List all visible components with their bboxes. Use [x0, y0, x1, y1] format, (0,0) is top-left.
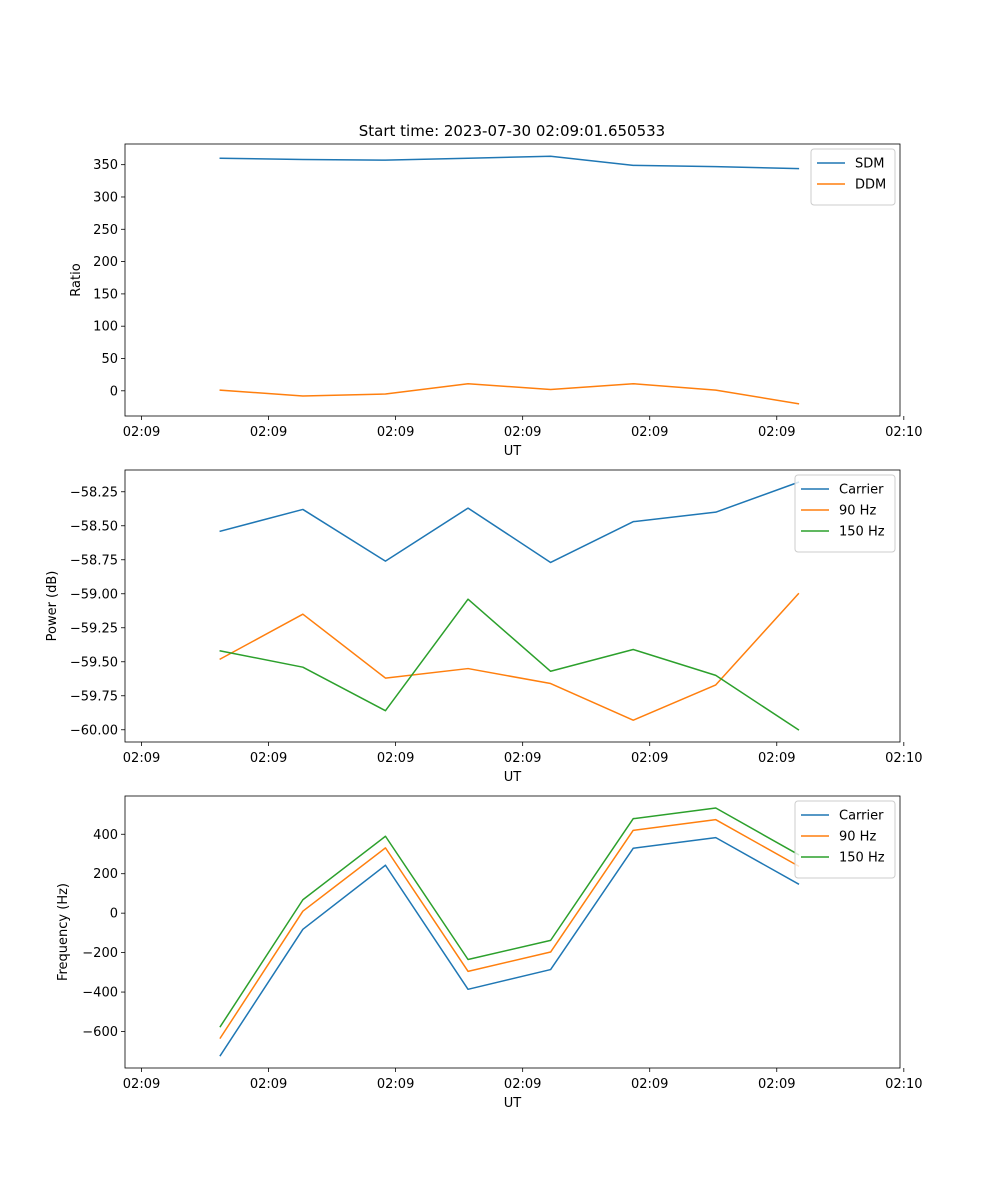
x-tick-label-2-6: 02:09 [758, 751, 795, 766]
x-tick-label-3-6: 02:09 [758, 1077, 795, 1092]
chart-panel-1: 02:09 02:09 02:09 02:09 02:09 02:09 02:10 0 50 10… [69, 143, 923, 459]
x-tick-label-2-1: 02:09 [123, 751, 160, 766]
x-tick-label-3-1: 02:09 [123, 1077, 160, 1092]
series-line-3-1 [219, 836, 800, 1057]
axes-frame-3 [124, 795, 901, 1069]
y-tick-label-2-7: −59.75 [70, 689, 118, 704]
y-tick-label-2-1: −58.25 [70, 485, 118, 500]
y-axis-label-1: Ratio [69, 263, 84, 296]
legend-label-1-2: DDM [855, 178, 886, 193]
chart-panel-2: 02:09 02:09 02:09 02:09 02:09 02:09 02:10 −58.2… [45, 469, 923, 785]
x-tick-label-1-4: 02:09 [504, 425, 541, 440]
y-tick-label-2-2: −58.50 [70, 519, 118, 534]
y-tick-label-2-3: −58.75 [70, 553, 118, 568]
y-tick-label-2-4: −59.00 [70, 587, 118, 602]
y-tick-label-1-1: 0 [110, 384, 118, 399]
x-tick-label-1-7: 02:10 [885, 425, 922, 440]
series-line-1-2 [219, 382, 800, 405]
y-tick-label-1-7: 300 [93, 190, 118, 205]
x-tick-label-1-3: 02:09 [377, 425, 414, 440]
legend-label-2-1: Carrier [839, 483, 884, 498]
x-axis-label-2: UT [504, 770, 522, 785]
series-line-2-2 [219, 592, 800, 721]
legend-label-2-2: 90 Hz [839, 504, 876, 519]
y-tick-label-3-6: 400 [93, 828, 118, 843]
x-tick-label-2-4: 02:09 [504, 751, 541, 766]
y-tick-label-1-4: 150 [93, 287, 118, 302]
y-tick-label-1-3: 100 [93, 320, 118, 335]
y-tick-label-1-5: 200 [93, 255, 118, 270]
axes-frame-2 [124, 469, 901, 743]
y-tick-label-3-5: 200 [93, 867, 118, 882]
y-tick-label-3-1: −600 [82, 1025, 118, 1040]
y-tick-label-3-2: −400 [82, 986, 118, 1001]
x-tick-label-1-5: 02:09 [631, 425, 668, 440]
legend-label-1-1: SDM [855, 157, 884, 172]
series-line-2-3 [219, 598, 800, 731]
x-axis-label-3: UT [504, 1096, 522, 1111]
y-tick-label-1-8: 350 [93, 158, 118, 173]
y-tick-label-1-6: 250 [93, 223, 118, 238]
series-line-1-1 [219, 155, 800, 170]
legend-label-2-3: 150 Hz [839, 525, 885, 540]
figure-title: Start time: 2023-07-30 02:09:01.650533 [359, 122, 665, 140]
x-tick-label-3-4: 02:09 [504, 1077, 541, 1092]
axes-frame-1 [124, 143, 901, 417]
y-tick-label-3-3: −200 [82, 946, 118, 961]
y-axis-label-2: Power (dB) [45, 571, 60, 642]
legend-box-2 [794, 474, 896, 553]
series-line-3-2 [219, 818, 800, 1040]
x-tick-label-3-7: 02:10 [885, 1077, 922, 1092]
x-tick-label-2-2: 02:09 [250, 751, 287, 766]
chart-panel-3: 02:09 02:09 02:09 02:09 02:09 02:09 02:10 −600 −… [56, 795, 923, 1111]
x-axis-label-1: UT [504, 444, 522, 459]
legend-label-3-2: 90 Hz [839, 830, 876, 845]
legend-label-3-1: Carrier [839, 809, 884, 824]
x-tick-label-1-2: 02:09 [250, 425, 287, 440]
series-line-2-1 [219, 481, 800, 564]
legend-label-3-3: 150 Hz [839, 851, 885, 866]
x-tick-label-3-3: 02:09 [377, 1077, 414, 1092]
y-tick-label-2-8: −60.00 [70, 723, 118, 738]
x-tick-label-2-3: 02:09 [377, 751, 414, 766]
x-tick-label-2-5: 02:09 [631, 751, 668, 766]
y-tick-label-3-4: 0 [110, 907, 118, 922]
y-tick-label-2-6: −59.50 [70, 655, 118, 670]
x-tick-label-2-7: 02:10 [885, 751, 922, 766]
y-tick-label-1-2: 50 [101, 352, 118, 367]
x-tick-label-1-6: 02:09 [758, 425, 795, 440]
x-tick-label-3-2: 02:09 [250, 1077, 287, 1092]
x-tick-label-3-5: 02:09 [631, 1077, 668, 1092]
series-line-3-3 [219, 807, 800, 1028]
legend-box-3 [794, 800, 896, 879]
y-tick-label-2-5: −59.25 [70, 621, 118, 636]
x-tick-label-1-1: 02:09 [123, 425, 160, 440]
y-axis-label-3: Frequency (Hz) [56, 883, 71, 981]
